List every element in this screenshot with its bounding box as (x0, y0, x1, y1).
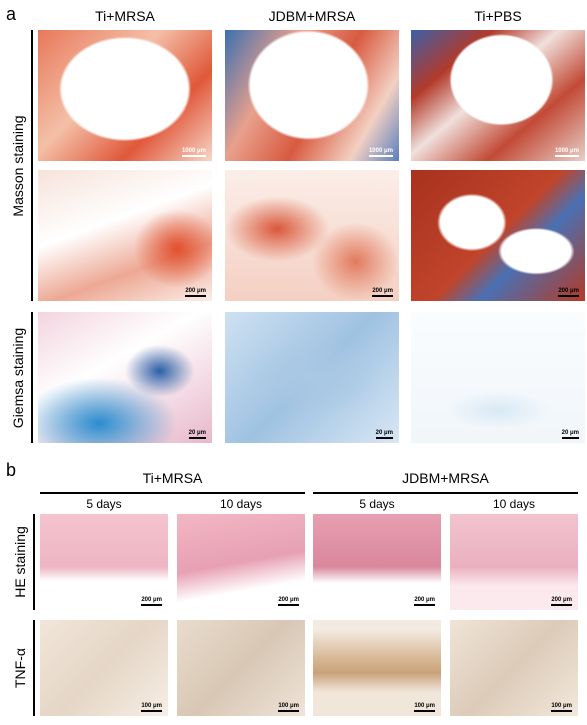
row-bracket (33, 514, 35, 610)
micrograph: 20 μm (38, 312, 212, 443)
day-label: 5 days (86, 497, 122, 511)
micrograph: 200 μm (40, 514, 168, 610)
scale-bar: 100 μm (551, 703, 572, 712)
micrograph: 200 μm (177, 514, 305, 610)
scale-bar: 200 μm (372, 288, 393, 297)
scale-bar: 20 μm (562, 430, 579, 439)
row-label: Masson staining (10, 114, 26, 217)
panel-label: b (6, 460, 17, 480)
scale-bar: 100 μm (278, 703, 299, 712)
micrograph: 200 μm (313, 514, 441, 610)
micrograph: 20 μm (225, 312, 399, 443)
micrograph: 100 μm (450, 620, 578, 716)
scale-bar: 200 μm (558, 288, 579, 297)
group-bracket (31, 30, 33, 301)
micrograph: 200 μm (450, 514, 578, 610)
group-header: Ti+MRSA (142, 470, 203, 486)
scale-bar: 100 μm (141, 703, 162, 712)
micrograph: 1000 μm (225, 30, 399, 161)
micrograph: 100 μm (177, 620, 305, 716)
scale-bar: 20 μm (376, 430, 393, 439)
row-label: Giemsa staining (10, 327, 26, 428)
scale-bar: 200 μm (141, 597, 162, 606)
micrograph: 100 μm (313, 620, 441, 716)
scale-bar: 200 μm (414, 597, 435, 606)
day-label: 10 days (492, 497, 536, 511)
row-label: HE staining (12, 526, 28, 598)
micrograph: 100 μm (40, 620, 168, 716)
row-bracket (33, 620, 35, 716)
scale-bar: 1000 μm (182, 148, 206, 157)
column-header: Ti+PBS (474, 8, 522, 24)
day-label: 5 days (359, 497, 395, 511)
scale-bar: 1000 μm (369, 148, 393, 157)
panel-label: a (6, 4, 17, 24)
micrograph: 1000 μm (411, 30, 585, 161)
micrograph: 200 μm (411, 170, 585, 301)
scale-bar: 200 μm (185, 288, 206, 297)
scale-bar: 100 μm (414, 703, 435, 712)
day-label: 10 days (219, 497, 263, 511)
scale-bar: 200 μm (278, 597, 299, 606)
micrograph: 200 μm (225, 170, 399, 301)
scale-bar: 20 μm (189, 430, 206, 439)
micrograph: 20 μm (411, 312, 585, 443)
scale-bar: 200 μm (551, 597, 572, 606)
group-bracket (31, 312, 33, 443)
column-header: Ti+MRSA (95, 8, 155, 24)
row-label: TNF-α (12, 648, 28, 688)
group-line (40, 492, 305, 494)
scale-bar: 1000 μm (555, 148, 579, 157)
group-line (313, 492, 578, 494)
micrograph: 1000 μm (38, 30, 212, 161)
column-header: JDBM+MRSA (268, 8, 356, 24)
group-header: JDBM+MRSA (402, 470, 489, 486)
micrograph: 200 μm (38, 170, 212, 301)
